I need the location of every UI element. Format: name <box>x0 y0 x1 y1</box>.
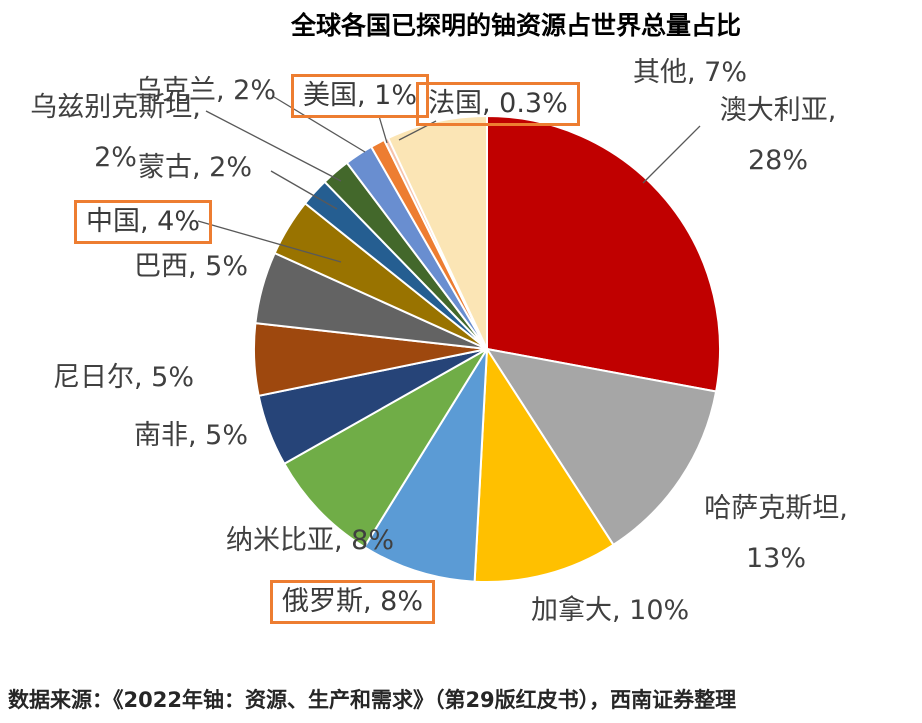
pie-label-text: 乌兹别克斯坦, <box>30 92 201 123</box>
chart-title: 全球各国已探明的铀资源占世界总量占比 <box>290 11 741 40</box>
leader-line <box>205 110 342 182</box>
pie-label-text: 哈萨克斯坦, <box>704 493 848 524</box>
pie-label-highlighted-12: 美国, 1% <box>291 74 429 118</box>
pie-slice-14 <box>386 114 488 350</box>
pie-label-11: 乌克兰, 2% <box>135 74 276 108</box>
pie-label-5: 南非, 5% <box>134 419 248 453</box>
source-note: 数据来源：《2022年铀：资源、生产和需求》（第29版红皮书），西南证券整理 <box>8 688 737 712</box>
pie-label-text: 美国, 1% <box>303 80 417 111</box>
pie-slice-1 <box>484 347 718 547</box>
pie-label-text: 南非, 5% <box>134 420 248 451</box>
pie-label-text: 2% <box>94 142 137 173</box>
pie-label-text: 中国, 4% <box>86 206 200 237</box>
pie-slice-3 <box>362 348 488 583</box>
pie-label-text: 蒙古, 2% <box>138 152 252 183</box>
pie-label-highlighted-8: 中国, 4% <box>74 200 212 244</box>
pie-label-text: 其他, 7% <box>633 57 747 88</box>
pie-label-text: 加拿大, 10% <box>531 595 690 626</box>
pie-label-highlighted-3: 俄罗斯, 8% <box>270 580 435 624</box>
pie-slice-0 <box>486 114 721 393</box>
pie-label-7: 巴西, 5% <box>134 250 248 284</box>
pie-label-text: 28% <box>747 145 808 176</box>
leader-line <box>270 170 338 210</box>
pie-label-0: 澳大利亚, 28% <box>693 86 863 186</box>
pie-label-text: 巴西, 5% <box>134 251 248 282</box>
pie-slice-2 <box>473 345 615 584</box>
pie-slice-4 <box>282 348 488 549</box>
pie-label-14: 其他, 7% <box>633 56 747 90</box>
pie-label-10: 乌兹别克斯坦, 2% <box>18 83 213 183</box>
pie-label-text: 澳大利亚, <box>719 95 837 126</box>
pie-label-text: 俄罗斯, 8% <box>282 586 423 617</box>
pie-label-text: 13% <box>745 543 806 574</box>
pie-label-text: 法国, 0.3% <box>428 88 568 119</box>
pie-label-2: 加拿大, 10% <box>531 594 689 628</box>
leader-line <box>273 96 366 153</box>
pie-label-highlighted-13: 法国, 0.3% <box>416 82 580 126</box>
pie-label-4: 纳米比亚, 8% <box>226 524 394 558</box>
leader-line <box>642 125 701 184</box>
leader-line <box>197 220 342 263</box>
pie-label-text: 纳米比亚, 8% <box>226 525 394 556</box>
pie-label-6: 尼日尔, 5% <box>53 361 194 395</box>
pie-label-text: 尼日尔, 5% <box>53 362 194 393</box>
pie-label-text: 乌克兰, 2% <box>135 75 276 106</box>
leader-line <box>378 115 388 144</box>
pie-label-9: 蒙古, 2% <box>138 151 252 185</box>
pie-label-1: 哈萨克斯坦, 13% <box>686 484 866 584</box>
